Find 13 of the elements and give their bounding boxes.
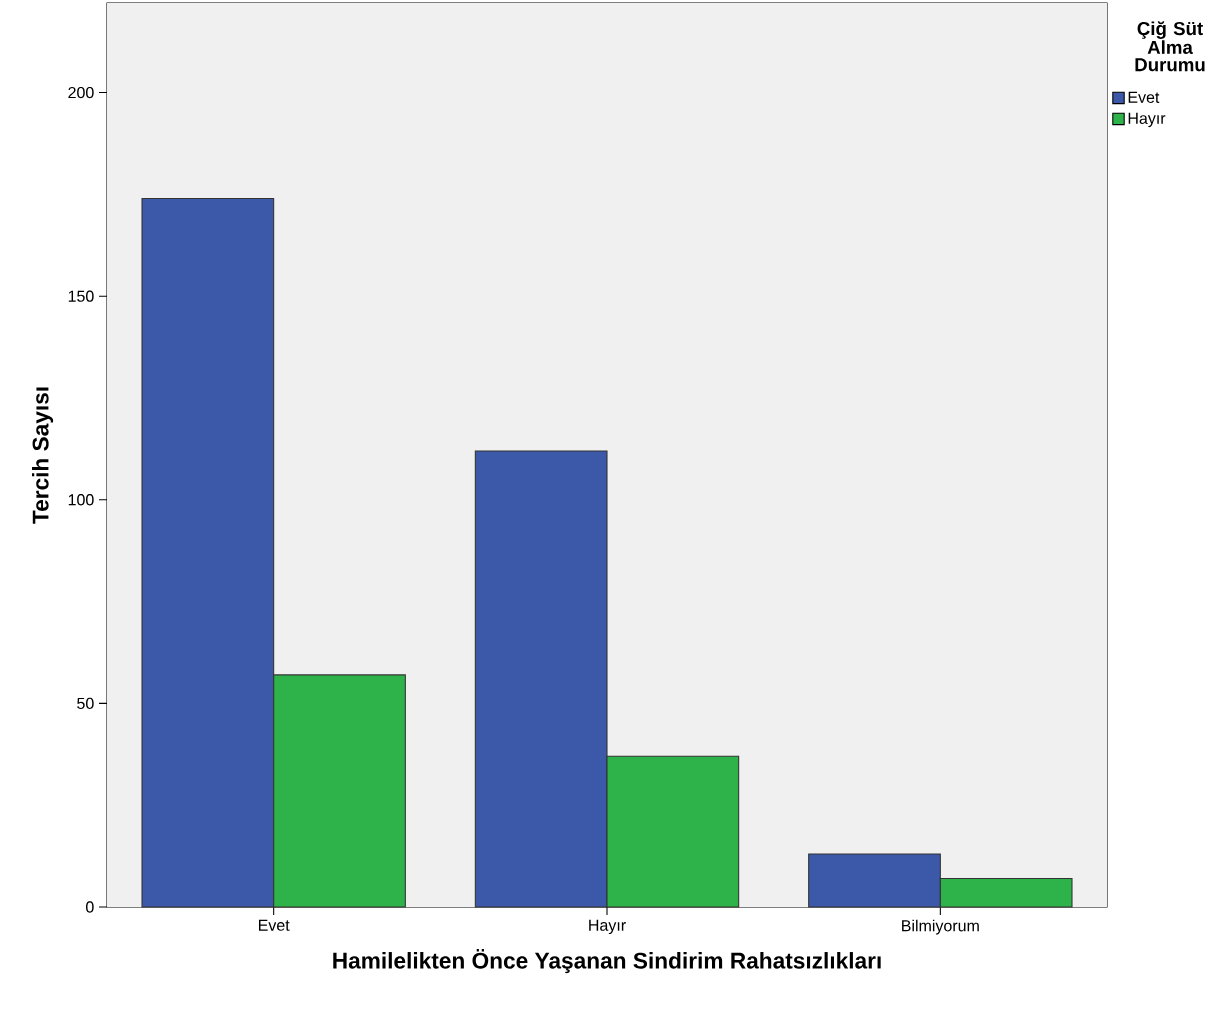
legend-label: Hayır (1128, 112, 1166, 128)
x-tick-label: Bilmiyorum (902, 919, 979, 935)
y-tick-label: 100 (68, 494, 94, 506)
x-tick-label: Hayır (589, 919, 626, 935)
y-tick-label: 200 (68, 86, 94, 99)
y-axis-title: Tercih Sayısı (31, 387, 54, 524)
x-axis-title: Hamilelikten Önce Yaşanan Sindirim Rahatsızlıkları (333, 949, 881, 974)
y-tick-label: 50 (77, 697, 94, 710)
y-tick-label: 0 (86, 901, 94, 913)
legend-label: Evet (1128, 91, 1160, 103)
y-tick-label: 150 (68, 290, 94, 302)
legend-title: Çiğ Süt Alma Durumu (1135, 21, 1205, 72)
x-tick-label: Evet (258, 919, 290, 931)
